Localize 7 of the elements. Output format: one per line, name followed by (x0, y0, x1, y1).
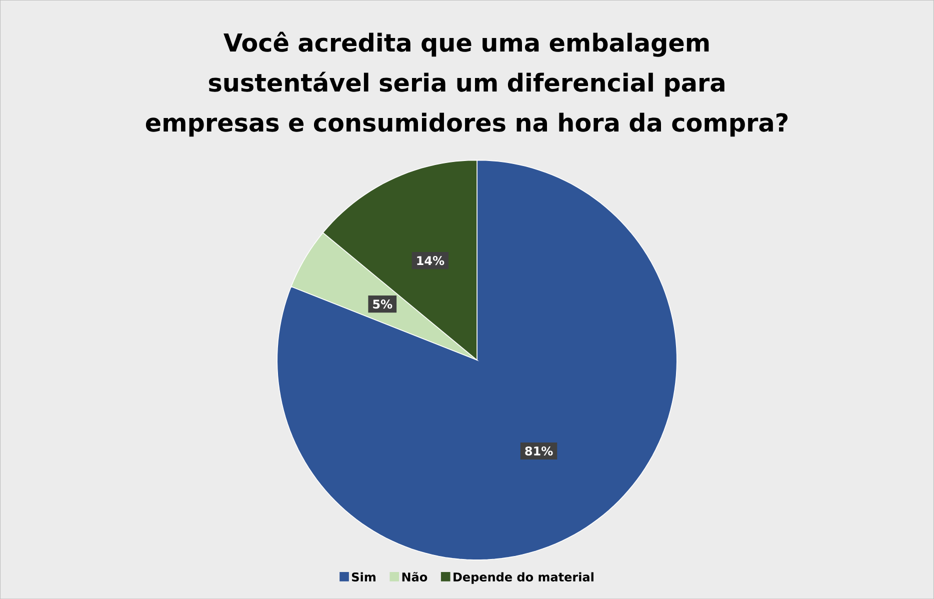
chart-title: Você acredita que uma embalagem sustentável seria um diferencial para empresas e consumidores na hora da compra? (146, 32, 788, 137)
legend-label: Sim (352, 572, 376, 582)
data-label: 5% (373, 299, 392, 309)
legend-label: Depende do material (454, 572, 594, 584)
legend-label: Não (402, 572, 428, 582)
data-label: 14% (417, 256, 444, 266)
data-label: 81% (525, 446, 553, 456)
